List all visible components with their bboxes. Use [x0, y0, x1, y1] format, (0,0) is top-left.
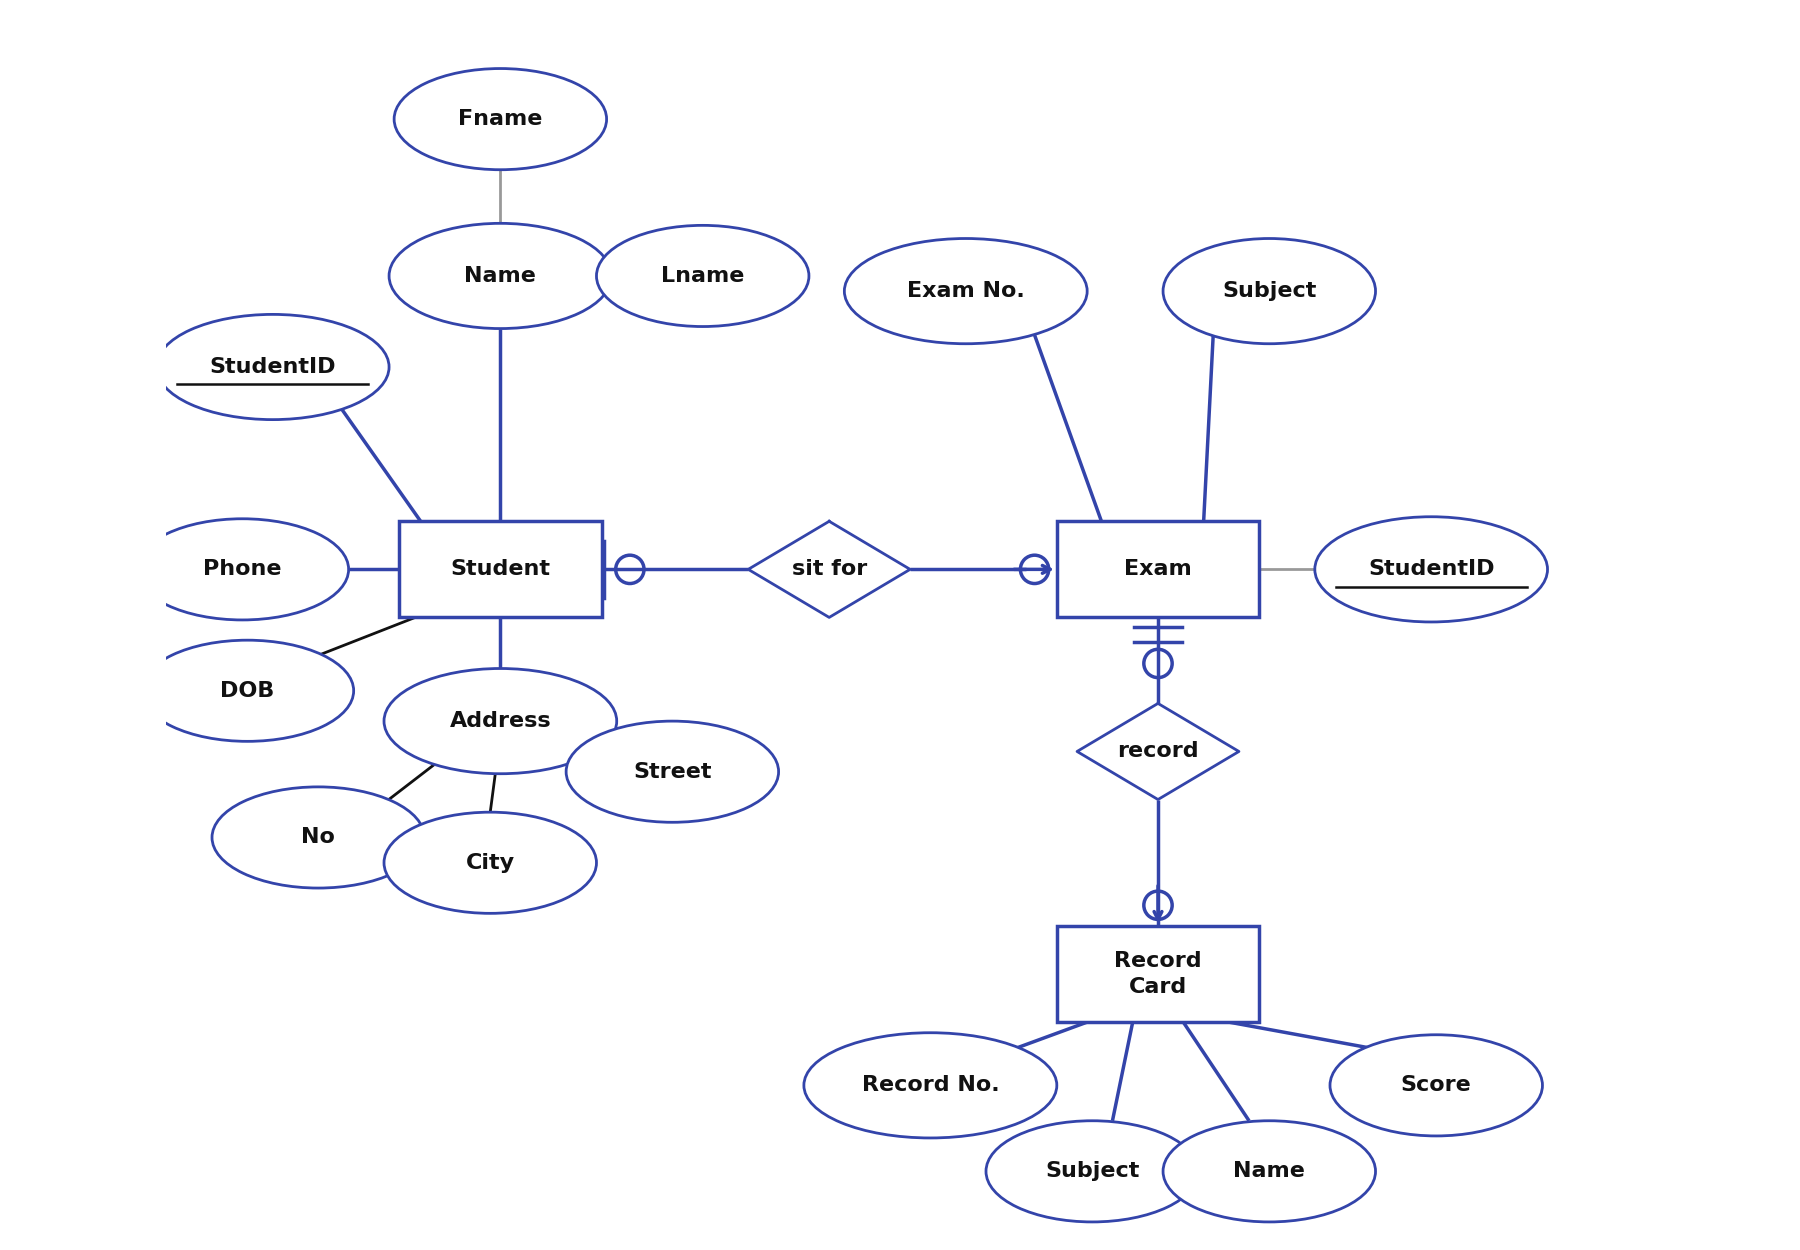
Text: Lname: Lname — [661, 266, 745, 286]
Text: No: No — [301, 828, 335, 848]
Text: Student: Student — [450, 559, 551, 579]
Text: Name: Name — [1233, 1161, 1305, 1181]
Text: Fname: Fname — [459, 109, 542, 129]
Text: Subject: Subject — [1046, 1161, 1139, 1181]
Ellipse shape — [805, 1032, 1057, 1138]
Ellipse shape — [567, 721, 779, 823]
Ellipse shape — [137, 519, 349, 620]
Ellipse shape — [383, 812, 596, 914]
Text: record: record — [1118, 741, 1199, 761]
Text: sit for: sit for — [792, 559, 868, 579]
Ellipse shape — [383, 669, 617, 774]
Ellipse shape — [1163, 239, 1375, 344]
Polygon shape — [749, 521, 911, 618]
Text: Phone: Phone — [203, 559, 281, 579]
Ellipse shape — [140, 640, 353, 741]
Text: Name: Name — [464, 266, 536, 286]
Text: StudentID: StudentID — [209, 357, 337, 377]
Ellipse shape — [157, 315, 389, 420]
Text: DOB: DOB — [220, 681, 275, 701]
Text: Record No.: Record No. — [862, 1075, 999, 1095]
Text: Address: Address — [450, 711, 551, 731]
Ellipse shape — [394, 69, 607, 170]
Text: City: City — [466, 853, 515, 872]
Text: StudentID: StudentID — [1368, 559, 1494, 579]
Ellipse shape — [844, 239, 1087, 344]
Text: Subject: Subject — [1222, 281, 1316, 301]
FancyBboxPatch shape — [1057, 521, 1260, 618]
Ellipse shape — [596, 225, 808, 326]
Text: Exam No.: Exam No. — [907, 281, 1024, 301]
Ellipse shape — [986, 1121, 1199, 1222]
Ellipse shape — [1330, 1035, 1543, 1136]
Ellipse shape — [1163, 1121, 1375, 1222]
FancyBboxPatch shape — [400, 521, 601, 618]
Ellipse shape — [1314, 516, 1548, 622]
Text: Exam: Exam — [1125, 559, 1192, 579]
Polygon shape — [1076, 704, 1238, 800]
FancyBboxPatch shape — [1057, 926, 1260, 1022]
Ellipse shape — [389, 224, 612, 329]
Text: Record
Card: Record Card — [1114, 951, 1202, 998]
Text: Street: Street — [634, 761, 711, 781]
Text: Score: Score — [1400, 1075, 1472, 1095]
Ellipse shape — [212, 788, 425, 888]
